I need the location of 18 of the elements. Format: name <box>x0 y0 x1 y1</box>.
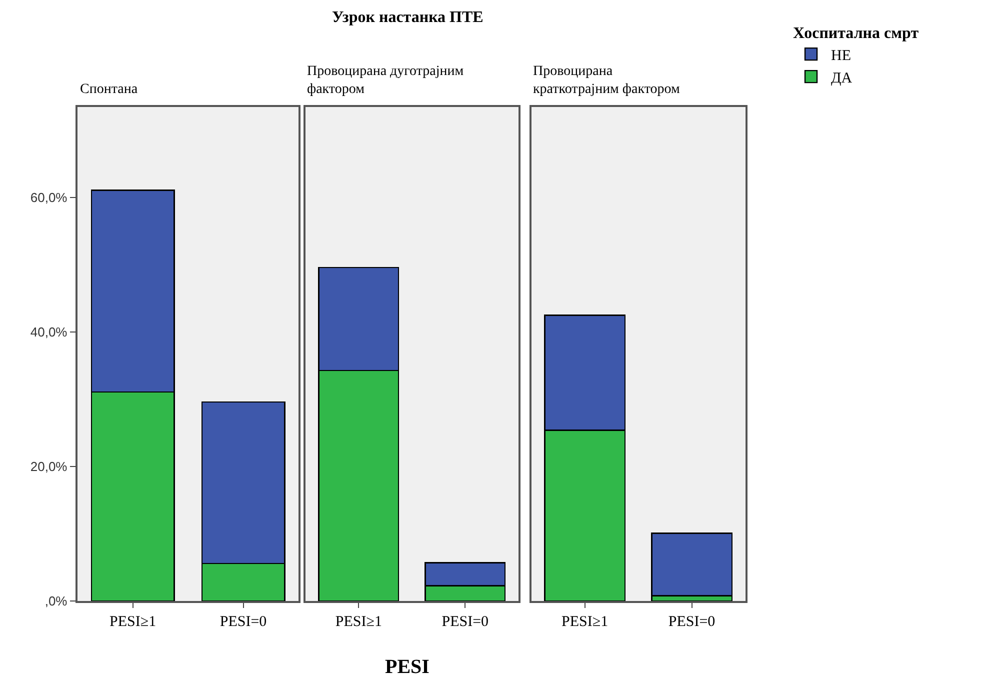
legend-label: ДА <box>831 70 852 86</box>
text: Узрок настанка ПТЕ <box>332 9 484 26</box>
x-tick-label: PESI=0 <box>442 614 489 630</box>
y-tick-label: ,0% <box>44 594 68 609</box>
legend-title: Хоспитална смрт <box>793 24 919 42</box>
chart-title: Провоцирана дуготрајним фактором <box>307 64 464 98</box>
x-axis-title: PESI <box>385 656 430 678</box>
legend-label: НЕ <box>831 48 852 64</box>
chart-title: Провоцирана краткотрајним фактором <box>533 64 680 98</box>
x-tick-label: PESI≥1 <box>562 614 608 630</box>
x-tick-label: PESI≥1 <box>110 614 156 630</box>
y-tick-label: 40,0% <box>30 324 68 340</box>
y-tick-label: 60,0% <box>30 190 68 206</box>
x-tick-label: PESI≥1 <box>335 614 382 630</box>
chart-title: Спонтана <box>80 82 138 97</box>
y-tick-label: 20,0% <box>30 459 68 474</box>
x-tick-label: PESI=0 <box>220 614 267 630</box>
x-tick-label: PESI=0 <box>668 614 716 630</box>
